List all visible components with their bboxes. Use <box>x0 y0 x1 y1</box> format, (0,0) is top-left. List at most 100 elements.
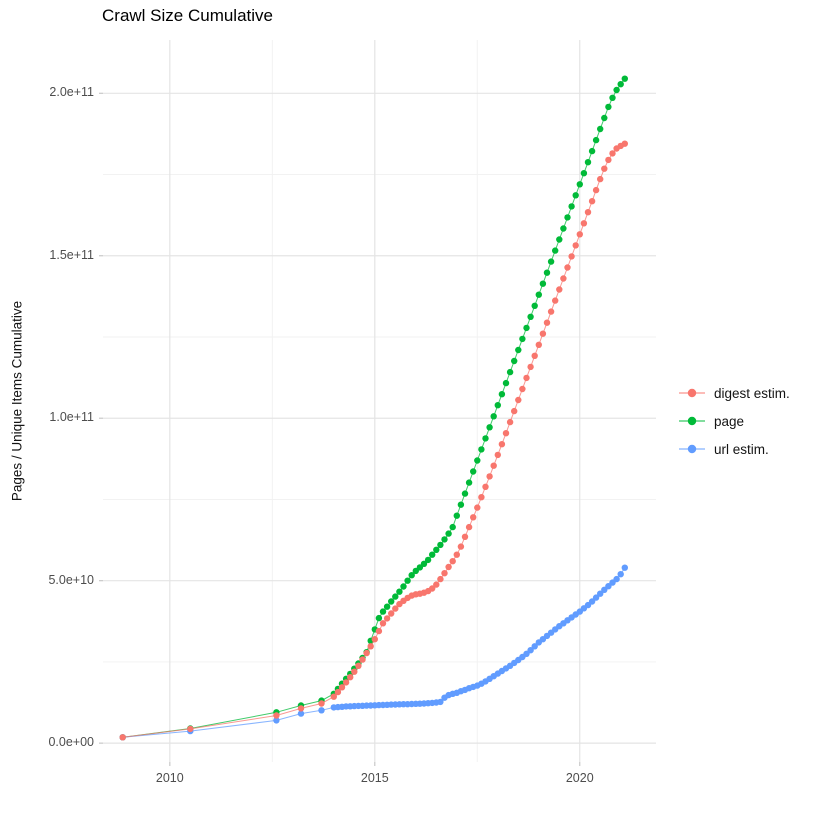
data-point <box>437 698 444 706</box>
data-point <box>576 231 583 238</box>
data-point <box>511 357 518 365</box>
data-point <box>338 684 346 691</box>
data-point <box>461 490 469 497</box>
data-point <box>588 198 596 205</box>
data-point <box>392 593 399 600</box>
data-point <box>523 324 530 332</box>
data-point <box>334 688 342 696</box>
data-point <box>408 572 415 579</box>
data-point <box>592 594 600 601</box>
y-tick-label: 5.0e+10 <box>48 572 94 587</box>
data-point <box>400 583 407 590</box>
data-point <box>552 297 559 304</box>
data-point <box>588 598 596 605</box>
data-point <box>515 396 522 404</box>
data-point <box>371 636 378 643</box>
data-point <box>437 541 444 549</box>
data-point <box>543 319 551 326</box>
data-point <box>441 536 448 543</box>
data-point <box>396 588 403 595</box>
data-point <box>490 413 497 420</box>
data-point <box>531 352 538 359</box>
legend-label: digest estim. <box>714 385 790 401</box>
data-point <box>613 575 620 583</box>
data-point <box>584 209 592 216</box>
data-point <box>576 181 583 188</box>
data-point <box>564 214 571 221</box>
data-point <box>482 483 489 490</box>
data-point <box>433 581 440 588</box>
data-point <box>494 402 501 409</box>
legend-item-digest-estim-: digest estim. <box>678 379 790 407</box>
data-point <box>568 203 575 210</box>
data-point <box>597 125 604 133</box>
data-point <box>519 335 526 343</box>
data-point <box>621 75 628 82</box>
data-point <box>404 577 411 584</box>
x-tick-label: 2010 <box>155 771 184 785</box>
data-point <box>478 494 485 501</box>
data-point <box>568 253 575 260</box>
data-point <box>342 679 350 686</box>
data-point <box>527 647 534 654</box>
data-point <box>584 601 592 609</box>
data-point <box>498 391 506 398</box>
legend-key-icon <box>679 388 705 398</box>
data-point <box>490 462 497 469</box>
data-point <box>560 275 567 282</box>
data-point <box>609 94 616 101</box>
data-point <box>597 590 604 597</box>
data-point <box>351 668 358 675</box>
data-point <box>486 473 493 480</box>
data-point <box>453 551 460 558</box>
data-point <box>506 418 514 426</box>
data-point <box>449 523 456 531</box>
data-point <box>347 674 354 681</box>
legend-item-url-estim-: url estim. <box>678 435 790 463</box>
data-point <box>605 583 612 590</box>
data-point <box>609 150 616 157</box>
data-point <box>535 291 542 298</box>
data-point <box>617 571 624 578</box>
data-point <box>433 546 440 553</box>
data-point <box>502 379 510 387</box>
data-point <box>461 533 469 540</box>
data-point <box>539 330 547 337</box>
data-point <box>539 280 547 287</box>
data-point <box>478 446 485 453</box>
data-point <box>445 563 452 571</box>
data-point <box>388 598 395 605</box>
data-point <box>621 564 628 571</box>
series-line <box>122 567 626 738</box>
data-point <box>363 649 370 657</box>
series-line <box>122 143 626 738</box>
data-point <box>601 114 608 122</box>
data-point <box>273 717 280 724</box>
data-point <box>597 175 604 183</box>
y-tick-label: 2.0e+11 <box>49 85 94 100</box>
data-point <box>375 627 383 635</box>
data-point <box>523 650 530 657</box>
data-point <box>330 693 337 700</box>
data-point <box>383 603 391 610</box>
data-point <box>531 643 538 650</box>
data-point <box>502 430 510 437</box>
legend-label: url estim. <box>714 441 769 457</box>
data-point <box>465 523 473 531</box>
y-axis-title: Pages / Unique Items Cumulative <box>9 300 25 502</box>
data-point <box>543 269 551 276</box>
data-point <box>429 551 436 558</box>
data-point <box>392 605 399 612</box>
data-point <box>486 424 493 431</box>
data-point <box>297 710 305 717</box>
data-point <box>465 479 473 486</box>
data-point <box>601 165 608 172</box>
data-point <box>527 363 534 371</box>
data-point <box>437 575 444 583</box>
series-digest-estim- <box>119 140 628 741</box>
data-point <box>605 103 612 111</box>
data-point <box>605 156 612 164</box>
data-point <box>613 86 620 94</box>
data-point <box>441 570 448 577</box>
